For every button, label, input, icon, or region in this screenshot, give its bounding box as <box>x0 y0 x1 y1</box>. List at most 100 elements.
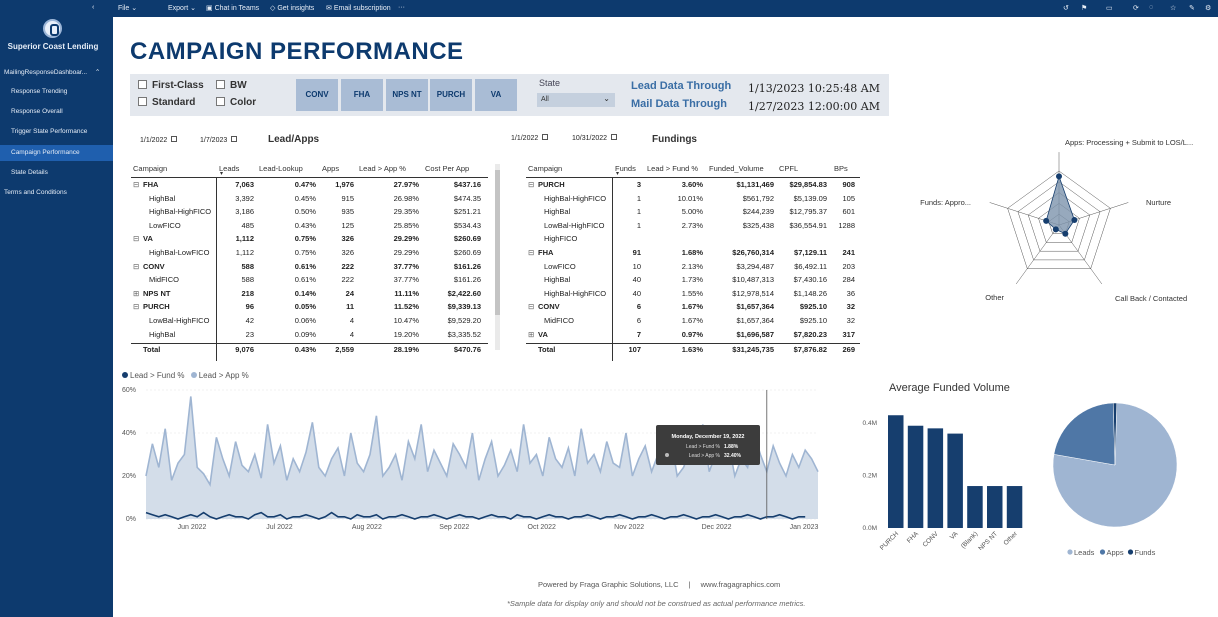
column-header[interactable]: Apps <box>322 164 340 173</box>
table-row[interactable]: ⊟ VA 1,112 0.75% 326 29.29% $260.69 <box>131 234 488 248</box>
collapse-icon[interactable]: ⊟ <box>133 234 140 244</box>
favorite-icon[interactable]: ☆ <box>1170 5 1177 12</box>
bar[interactable] <box>987 486 1003 528</box>
bar[interactable] <box>907 425 924 528</box>
bar[interactable] <box>967 486 983 528</box>
table-row[interactable]: MidFICO 588 0.61% 222 37.77% $161.26 <box>131 275 488 289</box>
table-row[interactable]: ⊟ CONV 588 0.61% 222 37.77% $161.26 <box>131 262 488 276</box>
comment-icon[interactable]: ◌ <box>1149 4 1154 11</box>
footer-url[interactable]: www.fragagraphics.com <box>700 580 781 589</box>
calendar-icon[interactable] <box>171 136 178 142</box>
refresh-icon[interactable]: ⟳ <box>1133 5 1139 12</box>
table-row[interactable]: HighBal-HighFICO 3,186 0.50% 935 29.35% $251.… <box>131 207 488 221</box>
leads-date-to[interactable]: 1/7/2023 <box>200 136 238 144</box>
table-row[interactable]: LowFICO 10 2.13% $3,294,487 $6,492.11 203 <box>526 262 860 276</box>
bar[interactable] <box>947 433 963 528</box>
nav-campaign-performance[interactable]: Campaign Performance <box>0 145 113 161</box>
fund-date-from[interactable]: 1/1/2022 <box>511 134 549 142</box>
table-row[interactable]: HighBal-HighFICO 40 1.55% $12,978,514 $1,148… <box>526 289 860 303</box>
total-row[interactable]: Total 9,076 0.43% 2,559 28.19% $470.76 <box>131 345 488 359</box>
table-row[interactable]: HighFICO <box>526 234 860 248</box>
column-header[interactable]: CPFL <box>779 164 799 173</box>
collapse-icon[interactable]: ⊟ <box>133 302 140 312</box>
export-menu[interactable]: Export ⌄ <box>168 5 197 12</box>
nav-response-overall[interactable]: Response Overall <box>11 108 63 115</box>
column-header[interactable]: Campaign <box>528 164 563 173</box>
segment-purch[interactable]: PURCH <box>430 79 472 111</box>
column-header[interactable]: Campaign <box>133 164 168 173</box>
bookmark-icon[interactable]: ⚑ <box>1081 5 1088 12</box>
radar-point[interactable] <box>1043 217 1050 224</box>
first-class-checkbox[interactable]: First-Class <box>138 80 204 91</box>
pie-slice[interactable] <box>1053 402 1116 466</box>
collapse-icon[interactable]: ⊟ <box>528 248 535 257</box>
table-row[interactable]: LowFICO 485 0.43% 125 25.85% $534.43 <box>131 221 488 235</box>
sort-desc-icon[interactable]: ▾ <box>220 171 224 177</box>
checkbox-box[interactable] <box>216 80 225 89</box>
state-dropdown[interactable]: All ⌄ <box>537 93 615 107</box>
table-row[interactable]: ⊟ FHA 91 1.68% $26,760,314 $7,129.11 241 <box>526 248 860 262</box>
expand-icon[interactable]: ⊞ <box>528 329 535 339</box>
nav-group-dashboard[interactable]: MailingResponseDashboar... ⌃ <box>4 68 100 76</box>
table-row[interactable]: LowBal-HighFICO 1 2.73% $325,438 $36,554.91 1… <box>526 221 860 235</box>
checkbox-box[interactable] <box>216 97 225 106</box>
collapse-icon[interactable]: ⊟ <box>133 180 140 189</box>
table-row[interactable]: MidFICO 6 1.67% $1,657,364 $925.10 32 <box>526 316 860 330</box>
checkbox-box[interactable] <box>138 97 147 106</box>
radar-point[interactable] <box>1052 226 1059 233</box>
bar[interactable] <box>1006 486 1023 528</box>
edit-icon[interactable]: ✎ <box>1189 5 1195 12</box>
column-header[interactable]: Cost Per App <box>425 164 470 173</box>
file-menu[interactable]: File ⌄ <box>118 5 138 12</box>
collapse-icon[interactable]: ⊟ <box>528 302 535 312</box>
radar-point[interactable] <box>1062 230 1069 237</box>
nav-response-trending[interactable]: Response Trending <box>11 88 68 95</box>
segment-va[interactable]: VA <box>475 79 517 111</box>
table-row[interactable]: HighBal-HighFICO 1 10.01% $561,792 $5,139.09… <box>526 194 860 208</box>
segment-nps-nt[interactable]: NPS NT <box>386 79 428 111</box>
table-row[interactable]: ⊟ PURCH 3 3.60% $1,131,469 $29,854.83 908 <box>526 180 860 194</box>
bar[interactable] <box>888 415 904 528</box>
email-subscription-button[interactable]: ✉ Email subscription <box>326 5 391 12</box>
collapse-nav-icon[interactable]: ‹ <box>92 4 95 11</box>
table-row[interactable]: ⊞ VA 7 0.97% $1,696,587 $7,820.23 317 <box>526 330 860 344</box>
nav-trigger-state-performance[interactable]: Trigger State Performance <box>11 128 88 135</box>
line-chart[interactable]: 60% 40% 20% 0% Jun 2022 Jul 2022 Aug 2022 Sep 2… <box>116 383 826 533</box>
pie-slice[interactable] <box>1052 402 1178 528</box>
nav-terms-and-conditions[interactable]: Terms and Conditions <box>4 189 67 196</box>
pie-slice[interactable] <box>1112 402 1118 466</box>
color-checkbox[interactable]: Color <box>216 97 256 108</box>
expand-icon[interactable]: ⊞ <box>133 288 140 298</box>
series-line-lead-fund[interactable] <box>145 511 806 520</box>
radar-point[interactable] <box>1071 216 1078 223</box>
column-header[interactable]: BPs <box>834 164 848 173</box>
leads-date-from[interactable]: 1/1/2022 <box>140 136 178 144</box>
collapse-icon[interactable]: ⊟ <box>528 180 535 189</box>
sort-desc-icon[interactable]: ▾ <box>616 171 620 177</box>
table-row[interactable]: HighBal 3,392 0.45% 915 26.98% $474.35 <box>131 194 488 208</box>
standard-checkbox[interactable]: Standard <box>138 97 195 108</box>
settings-icon[interactable]: ⚙ <box>1205 5 1212 12</box>
total-row[interactable]: Total 107 1.63% $31,245,735 $7,876.82 269 <box>526 345 860 359</box>
calendar-icon[interactable] <box>231 136 238 142</box>
pie-chart[interactable]: Leads Apps Funds <box>1050 400 1185 565</box>
chat-in-teams-button[interactable]: ▣ Chat in Teams <box>206 5 260 12</box>
nav-state-details[interactable]: State Details <box>11 169 48 176</box>
column-header[interactable]: Lead > Fund % <box>647 164 699 173</box>
table-row[interactable]: HighBal-LowFICO 1,112 0.75% 326 29.29% $260.6… <box>131 248 488 262</box>
table-row[interactable]: ⊟ CONV 6 1.67% $1,657,364 $925.10 32 <box>526 302 860 316</box>
checkbox-box[interactable] <box>138 80 147 89</box>
calendar-icon[interactable] <box>611 134 618 140</box>
view-icon[interactable]: ▭ <box>1106 5 1113 12</box>
table-row[interactable]: LowBal-HighFICO 42 0.06% 4 10.47% $9,529.20 <box>131 316 488 330</box>
column-header[interactable]: Leads <box>219 164 240 173</box>
table-row[interactable]: ⊟ FHA 7,063 0.47% 1,976 27.97% $437.16 <box>131 180 488 194</box>
reset-icon[interactable]: ↺ <box>1063 5 1069 12</box>
leads-scroll-thumb[interactable] <box>495 170 500 315</box>
column-header[interactable]: Funds <box>615 164 636 173</box>
get-insights-button[interactable]: ◇ Get insights <box>270 5 315 12</box>
column-header[interactable]: Funded_Volume <box>709 164 764 173</box>
column-header[interactable]: Lead-Lookup <box>259 164 303 173</box>
table-row[interactable]: HighBal 23 0.09% 4 19.20% $3,335.52 <box>131 330 488 344</box>
